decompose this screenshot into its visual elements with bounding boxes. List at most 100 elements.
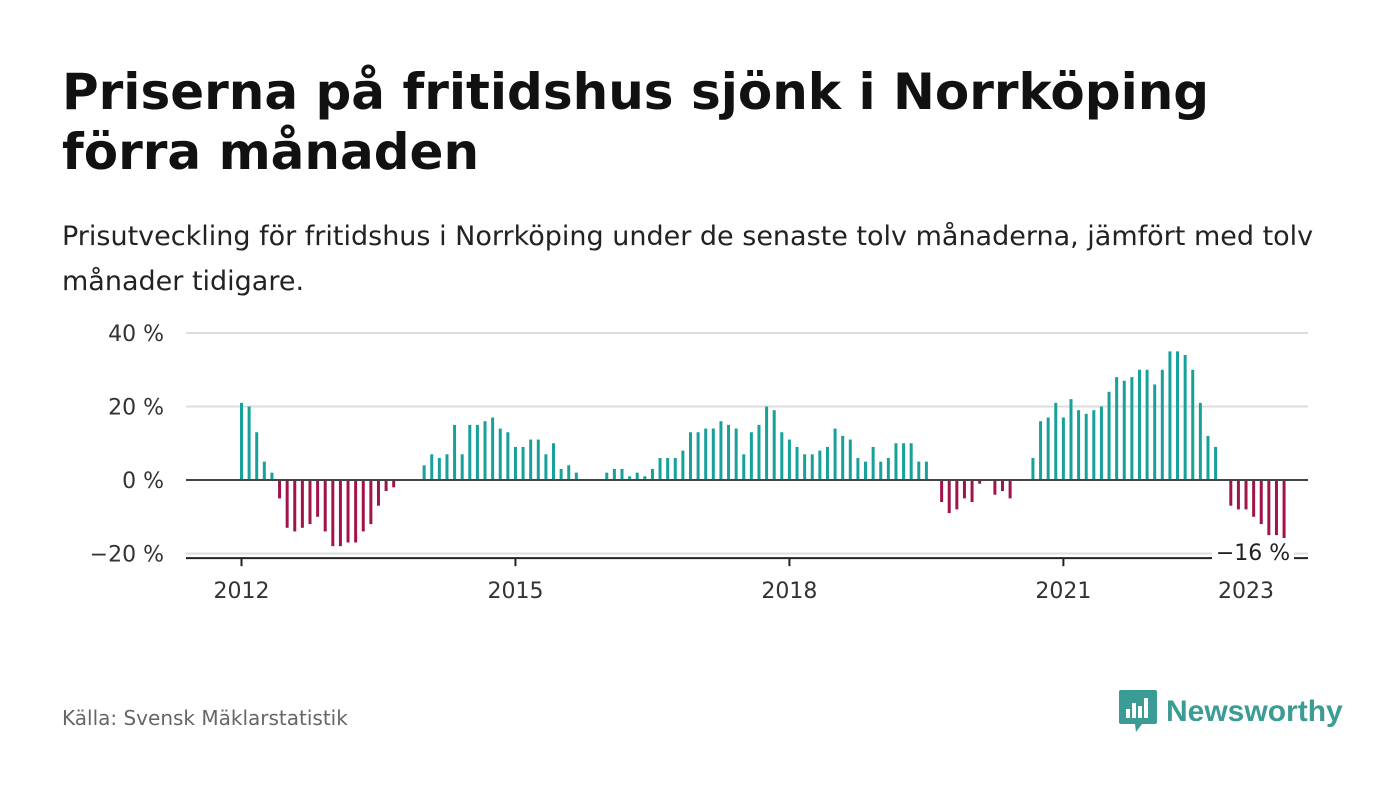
chart-title: Priserna på fritidshus sjönk i Norrköpin…: [62, 63, 1210, 181]
bar: [323, 480, 327, 532]
bar: [1229, 480, 1233, 506]
bar: [1031, 457, 1035, 480]
bar: [917, 461, 921, 481]
bar: [765, 406, 769, 480]
bar: [574, 472, 578, 480]
bar: [628, 476, 632, 480]
x-tick-label: 2015: [487, 579, 543, 604]
bar: [308, 480, 312, 525]
bar: [803, 454, 807, 480]
bar: [1282, 480, 1286, 539]
bar: [300, 480, 304, 528]
y-tick-label: 20 %: [108, 396, 164, 421]
bar: [513, 446, 517, 480]
bar: [620, 468, 624, 480]
bar: [909, 443, 913, 480]
bar: [1183, 355, 1187, 480]
bar: [293, 480, 297, 532]
y-tick-label: 0 %: [122, 469, 164, 494]
bar: [955, 480, 959, 510]
bar: [825, 446, 829, 480]
bar: [1054, 402, 1058, 480]
bar: [978, 480, 982, 484]
bar: [506, 432, 510, 480]
brand-name: Newsworthy: [1166, 695, 1343, 728]
bar: [1001, 480, 1004, 492]
bar: [727, 424, 731, 481]
bar: [354, 480, 358, 543]
bar: [559, 468, 563, 480]
bar: [1077, 410, 1081, 480]
bar: [1107, 391, 1111, 480]
bar: [453, 424, 457, 481]
bar: [567, 465, 571, 480]
bar: [278, 480, 282, 499]
bar: [468, 424, 472, 481]
x-tick-label: 2021: [1035, 579, 1091, 604]
bar: [1122, 380, 1126, 480]
bar: [361, 480, 365, 532]
bar: [1244, 480, 1248, 510]
bar: [1191, 369, 1195, 480]
bar: [1130, 377, 1134, 480]
bar: [795, 446, 799, 480]
bar: [1092, 410, 1096, 480]
bar: [1008, 480, 1012, 499]
bar: [285, 480, 289, 528]
x-tick-label: 2018: [761, 579, 817, 604]
bar: [262, 461, 266, 481]
bar: [993, 480, 997, 495]
bar: [1267, 480, 1271, 536]
bar: [749, 432, 753, 480]
brand-logo: Newsworthy: [1118, 688, 1343, 736]
bar: [529, 439, 533, 480]
bar: [1145, 369, 1149, 480]
bar: [673, 457, 677, 480]
source-note: Källa: Svensk Mäklarstatistik: [62, 706, 348, 730]
bar: [612, 468, 616, 480]
bar: [430, 454, 434, 480]
bar: [635, 472, 639, 480]
bar: [841, 435, 845, 480]
bar: [1176, 351, 1180, 481]
bar: [940, 480, 944, 503]
x-tick-label: 2012: [214, 579, 270, 604]
last-value-bg: [1212, 538, 1294, 568]
bar: [810, 454, 814, 480]
bar: [1061, 417, 1065, 480]
bar: [704, 428, 708, 480]
bar: [681, 450, 685, 480]
bar: [1039, 421, 1043, 480]
bar: [338, 480, 342, 547]
bar: [475, 424, 479, 481]
bar: [1168, 351, 1172, 481]
bar: [711, 428, 715, 480]
bar: [757, 424, 761, 481]
bar: [864, 461, 868, 481]
bar: [1214, 446, 1218, 480]
bar: [787, 439, 791, 480]
bar: [696, 432, 700, 480]
bar: [1274, 480, 1278, 536]
bar: [1069, 399, 1073, 480]
bar: [1236, 480, 1240, 510]
bar: [871, 446, 875, 480]
bar: [666, 457, 670, 480]
bar: [1160, 369, 1164, 480]
bar: [962, 480, 966, 499]
bar: [947, 480, 951, 514]
bar: [1099, 406, 1103, 480]
bar: [605, 472, 609, 480]
bar: [780, 432, 784, 480]
bar: [772, 410, 776, 480]
bar: [552, 443, 556, 480]
bar: [833, 428, 837, 480]
bar: [688, 432, 692, 480]
bar: [316, 480, 320, 517]
bar: [1084, 413, 1088, 480]
bar: [392, 480, 396, 488]
y-tick-label: −20 %: [90, 543, 164, 568]
bar: [376, 480, 380, 506]
bar-chart: 40 % 20 % 0 % −20 % 2012 2015 2018 2021 2023 −16 …: [90, 322, 1308, 604]
bar: [734, 428, 738, 480]
